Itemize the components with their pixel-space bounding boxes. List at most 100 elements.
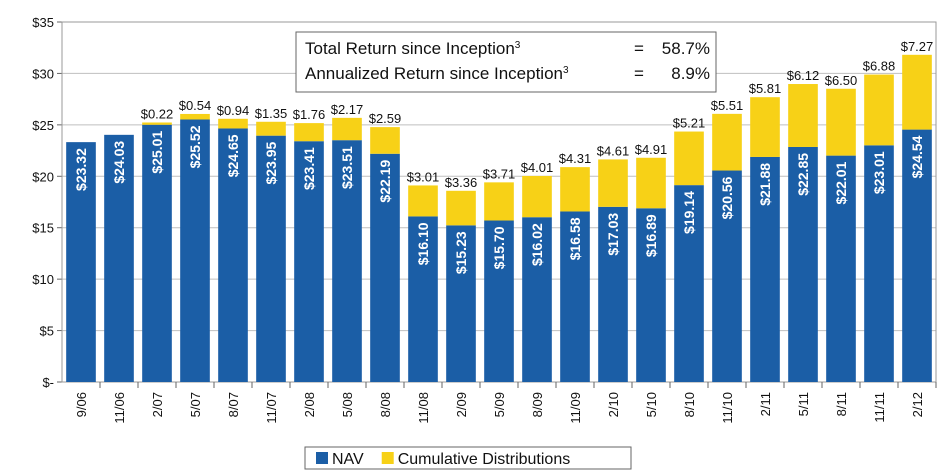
bar-label: $24.03 [111, 141, 127, 184]
annotation-value: 8.9% [671, 64, 710, 83]
bar-segment [788, 84, 818, 147]
bar-label: $16.89 [643, 214, 659, 257]
bar-segment [560, 167, 590, 212]
bar-label: $2.59 [369, 111, 402, 126]
bar-segment [788, 146, 818, 382]
bar-label: $7.27 [901, 39, 934, 54]
legend-swatch [381, 452, 394, 464]
x-tick-label: 5/07 [188, 392, 203, 417]
bar-label: $4.61 [597, 143, 630, 158]
bar-segment [560, 211, 590, 382]
bar-segment [142, 122, 172, 125]
x-tick-label: 2/08 [302, 392, 317, 417]
x-tick-label: 11/10 [720, 392, 735, 424]
bar-label: $0.22 [141, 106, 174, 121]
y-tick-label: $10 [32, 272, 54, 287]
bar-label: $24.54 [909, 135, 925, 178]
bar-segment [180, 113, 210, 120]
bar-segment [218, 118, 248, 129]
bar-label: $3.36 [445, 175, 478, 190]
bar-label: $5.81 [749, 81, 782, 96]
bar-segment [750, 97, 780, 157]
legend-label: Cumulative Distributions [398, 451, 571, 468]
bar-segment [636, 208, 666, 382]
bar-label: $3.01 [407, 169, 440, 184]
bar-segment [104, 134, 134, 382]
bar-label: $1.35 [255, 106, 288, 121]
bar-segment [446, 190, 476, 226]
bar-label: $17.03 [605, 213, 621, 256]
annotation-operator: = [634, 39, 644, 58]
legend-swatch [316, 452, 328, 464]
y-tick-label: $20 [32, 169, 54, 184]
bar-label: $0.94 [217, 103, 250, 118]
x-tick-label: 8/08 [378, 392, 393, 417]
x-tick-label: 2/11 [758, 392, 773, 416]
bar-label: $3.71 [483, 166, 516, 181]
legend-label: NAV [332, 451, 364, 468]
x-tick-label: 5/10 [644, 392, 659, 417]
bar-segment [522, 217, 552, 382]
bar-segment [256, 135, 286, 382]
bar-segment [294, 141, 324, 382]
bar-segment [864, 74, 894, 146]
bar-label: $23.01 [871, 151, 887, 194]
annotation-value: 58.7% [662, 39, 710, 58]
bar-segment [256, 121, 286, 136]
bar-label: $2.17 [331, 102, 364, 117]
bar-segment [332, 140, 362, 382]
x-tick-label: 2/10 [606, 392, 621, 417]
bar-segment [484, 182, 514, 221]
bar-label: $15.70 [491, 226, 507, 269]
bar-label: $23.32 [73, 148, 89, 191]
bar-label: $23.95 [263, 141, 279, 184]
x-tick-label: 8/11 [834, 392, 849, 416]
bar-label: $21.88 [757, 163, 773, 206]
annotation-label: Annualized Return since Inception [305, 64, 563, 83]
bar-label: $20.56 [719, 176, 735, 219]
bar-segment [598, 206, 628, 382]
bar-label: $6.50 [825, 73, 858, 88]
bar-segment [218, 128, 248, 382]
bar-segment [826, 155, 856, 382]
bar-label: $25.01 [149, 131, 165, 174]
y-tick-label: $35 [32, 15, 54, 30]
bar-label: $4.31 [559, 151, 592, 166]
x-tick-label: 8/10 [682, 392, 697, 417]
bar-segment [522, 175, 552, 218]
x-tick-label: 11/08 [416, 392, 431, 424]
bar-segment [864, 145, 894, 382]
bar-label: $16.10 [415, 222, 431, 265]
bar-label: $16.58 [567, 217, 583, 260]
bar-segment [750, 156, 780, 382]
bar-label: $5.21 [673, 116, 706, 131]
x-tick-label: 8/07 [226, 392, 241, 417]
y-tick-label: $5 [40, 324, 54, 339]
bar-segment [294, 123, 324, 142]
bar-label: $4.91 [635, 142, 668, 157]
annotation-operator: = [634, 64, 644, 83]
annotation-label: Total Return since Inception [305, 39, 515, 58]
annotation-note: 3 [563, 65, 569, 76]
annotation-note: 3 [515, 40, 521, 51]
bar-label: $24.65 [225, 134, 241, 177]
bar-label: $1.76 [293, 107, 326, 122]
bar-segment [484, 220, 514, 382]
bar-segment [66, 142, 96, 382]
x-tick-label: 2/09 [454, 392, 469, 417]
annotation-box [295, 31, 717, 93]
bar-segment [598, 159, 628, 207]
bar-segment [902, 54, 932, 130]
bar-label: $25.52 [187, 125, 203, 168]
x-tick-label: 5/11 [796, 392, 811, 416]
bar-segment [446, 225, 476, 382]
x-tick-label: 2/12 [910, 392, 925, 417]
x-tick-label: 11/11 [872, 392, 887, 423]
y-tick-label: $30 [32, 66, 54, 81]
bar-segment [636, 157, 666, 209]
y-tick-label: $- [42, 375, 54, 390]
bar-segment [902, 129, 932, 382]
y-tick-label: $15 [32, 221, 54, 236]
bar-label: $5.51 [711, 98, 744, 113]
